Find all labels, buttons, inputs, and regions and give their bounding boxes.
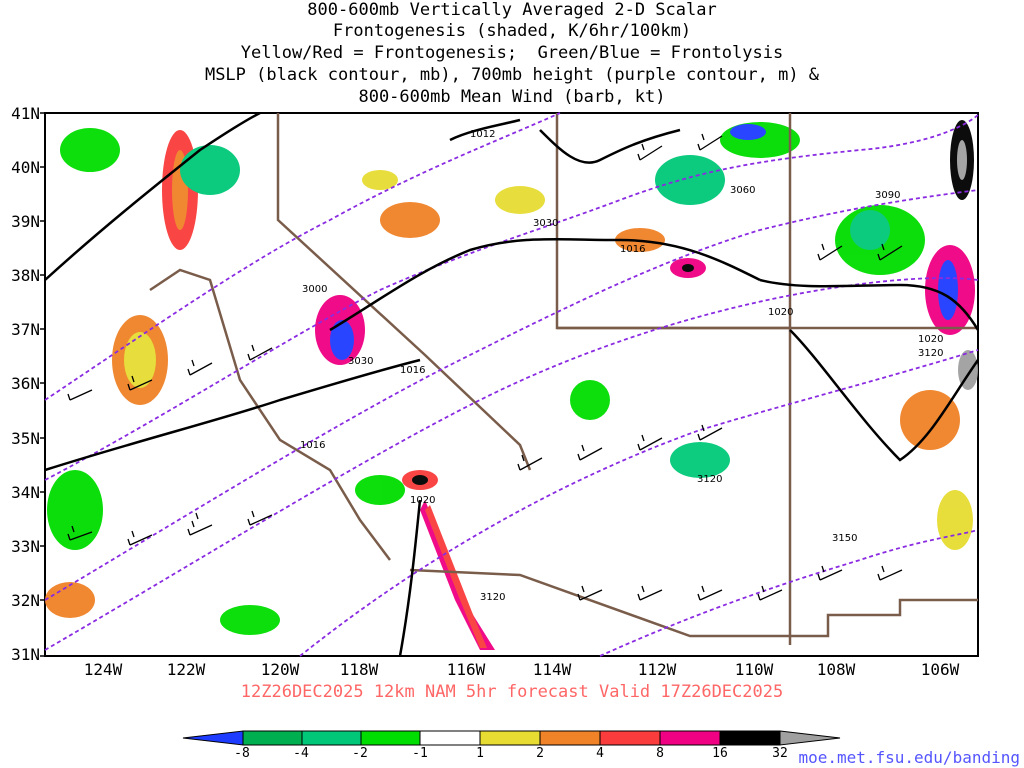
lon-label: 108W [816, 660, 856, 679]
title-line-5: 800-600mb Mean Wind (barb, kt) [358, 87, 666, 107]
colorbar-bin [301, 730, 362, 746]
colorbar-label: -2 [352, 746, 368, 761]
colorbar-label: 4 [596, 746, 604, 761]
height-label: 3090 [875, 190, 900, 201]
mslp-label: 1020 [918, 334, 943, 345]
lon-label: 110W [734, 660, 774, 679]
title-line-4: MSLP (black contour, mb), 700mb height (… [204, 65, 820, 85]
colorbar-label: -8 [234, 746, 250, 761]
mslp-label: 1016 [400, 365, 425, 376]
height-label: 3030 [348, 356, 373, 367]
colorbar-label: -4 [293, 746, 309, 761]
mslp-label: 1020 [768, 307, 793, 318]
state-borders [149, 113, 978, 645]
lon-label: 122W [166, 660, 206, 679]
lat-label: 33N [11, 537, 40, 556]
colorbar-bin [539, 730, 601, 746]
colorbar-bin [659, 730, 721, 746]
mslp-label: 1020 [410, 495, 435, 506]
colorbar [182, 730, 841, 746]
lat-label: 34N [11, 483, 40, 502]
lat-label: 38N [11, 266, 40, 285]
mslp-labels: 1012 1016 1016 1016 1020 1020 1020 [300, 129, 943, 506]
mslp-label: 1016 [300, 440, 325, 451]
colorbar-label: 1 [476, 746, 484, 761]
colorbar-low-arrow [182, 730, 244, 746]
height-labels: 3000 3030 3030 3060 3090 3120 3120 3120 … [302, 185, 943, 603]
colorbar-bin [599, 730, 661, 746]
colorbar-bin [719, 730, 781, 746]
lon-label: 118W [339, 660, 379, 679]
wind-barbs [67, 133, 903, 601]
height-contours [44, 112, 979, 657]
colorbar-label: -1 [412, 746, 428, 761]
lat-label: 36N [11, 374, 40, 393]
mslp-label: 1012 [470, 129, 495, 140]
frontogenesis-shading [45, 120, 978, 650]
axis-ticks [40, 112, 45, 657]
colorbar-label: 2 [536, 746, 544, 761]
height-label: 3000 [302, 284, 327, 295]
colorbar-label: 16 [712, 746, 728, 761]
height-label: 3120 [697, 474, 722, 485]
lat-label: 37N [11, 320, 40, 339]
lat-label: 32N [11, 591, 40, 610]
colorbar-high-arrow [779, 730, 841, 746]
valid-time-line: 12Z26DEC2025 12km NAM 5hr forecast Valid… [240, 682, 784, 702]
title-line-3: Yellow/Red = Frontogenesis; Green/Blue =… [240, 43, 784, 63]
height-label: 3120 [480, 592, 505, 603]
lon-label: 116W [446, 660, 486, 679]
mslp-label: 1016 [620, 244, 645, 255]
lat-label: 35N [11, 429, 40, 448]
lon-label: 114W [532, 660, 572, 679]
height-label: 3120 [918, 348, 943, 359]
mslp-contours [44, 111, 980, 657]
height-label: 3150 [832, 533, 857, 544]
lon-label: 120W [260, 660, 300, 679]
lat-label: 41N [11, 104, 40, 123]
lon-label: 124W [83, 660, 123, 679]
lon-label: 112W [637, 660, 677, 679]
lon-label: 106W [920, 660, 960, 679]
colorbar-label: 32 [772, 746, 788, 761]
lat-label: 40N [11, 158, 40, 177]
height-label: 3030 [533, 218, 558, 229]
height-label: 3060 [730, 185, 755, 196]
colorbar-bin [479, 730, 541, 746]
colorbar-bin [242, 730, 303, 746]
colorbar-bin [360, 730, 421, 746]
lat-label: 31N [11, 645, 40, 664]
credit-link[interactable]: moe.met.fsu.edu/banding [798, 748, 1020, 767]
colorbar-bin [419, 730, 481, 746]
lat-label: 39N [11, 212, 40, 231]
colorbar-label: 8 [656, 746, 664, 761]
title-line-1: 800-600mb Vertically Averaged 2-D Scalar [307, 0, 717, 20]
title-line-2: Frontogenesis (shaded, K/6hr/100km) [332, 21, 692, 41]
